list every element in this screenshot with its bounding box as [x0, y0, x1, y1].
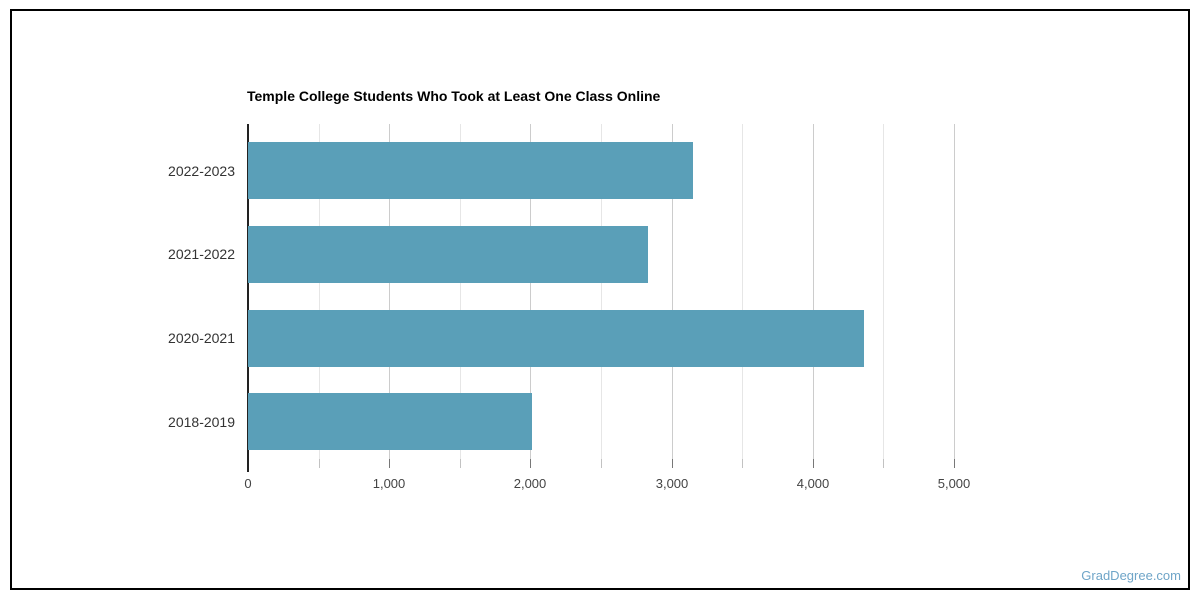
major-gridline — [530, 124, 531, 459]
x-tick-label: 2,000 — [513, 476, 547, 491]
bar[interactable] — [248, 393, 532, 451]
plot-area: 2022-2023 2021-2022 2020-2021 2018-2019 — [168, 124, 1028, 472]
chart-title: Temple College Students Who Took at Leas… — [247, 88, 661, 104]
minor-gridline — [742, 124, 743, 459]
minor-gridline — [883, 124, 884, 459]
major-tick — [813, 459, 814, 468]
major-tick — [248, 459, 249, 468]
y-category-label: 2018-2019 — [168, 413, 235, 430]
x-tick-label: 4,000 — [796, 476, 830, 491]
bar[interactable] — [248, 142, 693, 199]
major-tick — [530, 459, 531, 468]
y-category-label: 2021-2022 — [168, 246, 235, 263]
y-category-label: 2020-2021 — [168, 330, 235, 346]
x-tick-label: 0 — [244, 476, 252, 491]
y-category-label: 2022-2023 — [168, 162, 235, 179]
minor-tick — [460, 459, 461, 468]
minor-gridline — [601, 124, 602, 459]
minor-gridline — [460, 124, 461, 459]
minor-tick — [601, 459, 602, 468]
x-axis: 0 1,000 2,000 3,000 4,000 5,000 — [244, 459, 1028, 499]
minor-tick — [883, 459, 884, 468]
minor-tick — [319, 459, 320, 468]
major-gridline — [672, 124, 673, 459]
minor-gridline — [319, 124, 320, 459]
major-tick — [954, 459, 955, 468]
x-tick-label: 3,000 — [655, 476, 689, 491]
major-gridline — [954, 124, 955, 459]
major-tick — [389, 459, 390, 468]
axis-baseline — [247, 124, 249, 472]
bar[interactable] — [248, 309, 864, 367]
major-gridline — [389, 124, 390, 459]
watermark-link[interactable]: GradDegree.com — [1081, 568, 1181, 583]
chart-frame: Temple College Students Who Took at Leas… — [10, 9, 1190, 590]
minor-tick — [742, 459, 743, 468]
x-tick-label: 1,000 — [372, 476, 406, 491]
x-tick-label: 5,000 — [937, 476, 971, 491]
major-gridline — [813, 124, 814, 459]
bar[interactable] — [248, 225, 648, 283]
major-tick — [672, 459, 673, 468]
